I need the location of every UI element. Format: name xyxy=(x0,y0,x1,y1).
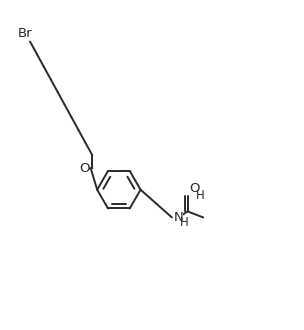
Text: H: H xyxy=(196,189,205,202)
Text: Br: Br xyxy=(18,27,33,41)
Text: O: O xyxy=(79,162,89,175)
Text: H: H xyxy=(180,216,189,229)
Text: O: O xyxy=(189,182,199,194)
Text: N: N xyxy=(173,211,183,224)
